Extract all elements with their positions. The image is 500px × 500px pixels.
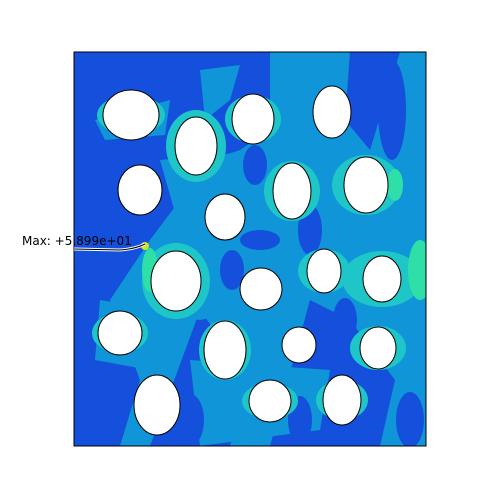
leader-line <box>73 243 146 251</box>
contour-plot <box>74 52 426 446</box>
max-label: Max: +5.899e+01 <box>22 234 132 248</box>
dark-blue-pockets <box>176 60 424 446</box>
holes <box>97 85 402 436</box>
